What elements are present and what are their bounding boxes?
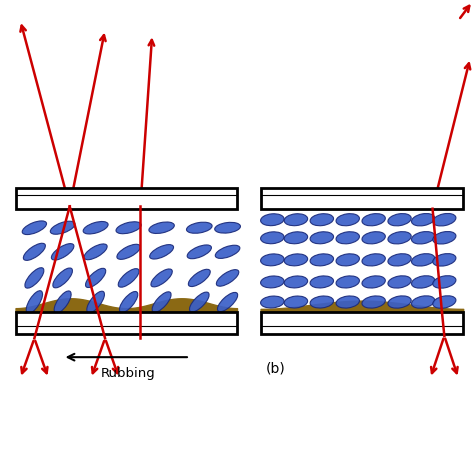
Ellipse shape: [362, 296, 385, 308]
Ellipse shape: [261, 254, 284, 266]
Bar: [261, 209, 463, 312]
Ellipse shape: [118, 269, 139, 287]
Ellipse shape: [411, 232, 435, 244]
Ellipse shape: [85, 268, 106, 288]
Ellipse shape: [433, 254, 456, 266]
Ellipse shape: [336, 232, 359, 244]
Ellipse shape: [119, 292, 138, 312]
Ellipse shape: [190, 292, 209, 312]
Ellipse shape: [188, 269, 210, 287]
Ellipse shape: [310, 276, 334, 288]
Ellipse shape: [187, 245, 211, 259]
Ellipse shape: [26, 291, 43, 313]
Ellipse shape: [53, 268, 73, 288]
Ellipse shape: [433, 231, 456, 244]
Bar: [261, 312, 463, 334]
Ellipse shape: [433, 276, 456, 288]
Bar: [16, 209, 237, 312]
Ellipse shape: [261, 214, 284, 226]
Bar: [16, 188, 237, 209]
Ellipse shape: [336, 296, 359, 308]
Ellipse shape: [310, 296, 334, 308]
Ellipse shape: [433, 296, 456, 308]
Ellipse shape: [83, 221, 108, 234]
Ellipse shape: [388, 254, 411, 266]
Ellipse shape: [25, 268, 44, 288]
Ellipse shape: [50, 221, 75, 234]
Ellipse shape: [149, 222, 174, 234]
Ellipse shape: [54, 291, 71, 313]
Ellipse shape: [151, 269, 173, 287]
Ellipse shape: [362, 276, 385, 288]
Ellipse shape: [336, 214, 359, 226]
Ellipse shape: [336, 276, 359, 288]
Ellipse shape: [84, 244, 107, 260]
Ellipse shape: [261, 296, 284, 308]
Ellipse shape: [215, 245, 240, 258]
Bar: [261, 188, 463, 209]
Ellipse shape: [310, 232, 334, 244]
Ellipse shape: [261, 276, 284, 288]
Ellipse shape: [411, 213, 435, 226]
Ellipse shape: [152, 292, 171, 312]
Ellipse shape: [215, 222, 240, 233]
Ellipse shape: [310, 254, 334, 266]
Ellipse shape: [388, 214, 411, 226]
Ellipse shape: [23, 243, 46, 260]
Ellipse shape: [186, 222, 212, 233]
Ellipse shape: [284, 214, 308, 226]
Ellipse shape: [284, 296, 308, 308]
Ellipse shape: [51, 244, 74, 260]
Ellipse shape: [388, 276, 411, 288]
Ellipse shape: [362, 214, 385, 226]
Ellipse shape: [336, 254, 359, 266]
Ellipse shape: [22, 221, 46, 235]
Ellipse shape: [150, 245, 173, 259]
Ellipse shape: [216, 270, 239, 286]
Ellipse shape: [117, 244, 140, 259]
Ellipse shape: [284, 254, 308, 266]
Ellipse shape: [411, 254, 435, 266]
Bar: [16, 312, 237, 334]
Ellipse shape: [362, 232, 385, 244]
Ellipse shape: [218, 292, 237, 311]
Ellipse shape: [433, 213, 456, 226]
Ellipse shape: [310, 214, 334, 226]
Ellipse shape: [411, 296, 435, 308]
Ellipse shape: [388, 232, 411, 244]
Ellipse shape: [284, 276, 308, 288]
Ellipse shape: [261, 232, 284, 244]
Ellipse shape: [411, 276, 435, 288]
Ellipse shape: [284, 232, 308, 244]
Ellipse shape: [116, 222, 141, 234]
Ellipse shape: [388, 296, 411, 308]
Ellipse shape: [87, 291, 104, 313]
Ellipse shape: [362, 254, 385, 266]
Text: Rubbing: Rubbing: [101, 366, 156, 380]
Text: (b): (b): [265, 362, 285, 376]
